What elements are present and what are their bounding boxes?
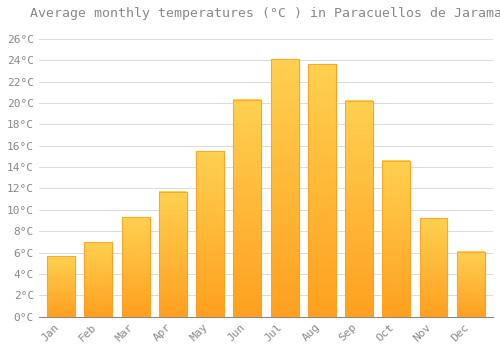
Bar <box>47 256 75 317</box>
Bar <box>270 59 298 317</box>
Bar <box>382 161 410 317</box>
Bar <box>234 100 262 317</box>
Bar <box>308 64 336 317</box>
Title: Average monthly temperatures (°C ) in Paracuellos de Jarama: Average monthly temperatures (°C ) in Pa… <box>30 7 500 20</box>
Bar <box>420 218 448 317</box>
Bar <box>84 242 112 317</box>
Bar <box>196 151 224 317</box>
Bar <box>122 217 150 317</box>
Bar <box>270 59 298 317</box>
Bar <box>84 242 112 317</box>
Bar <box>47 256 75 317</box>
Bar <box>196 151 224 317</box>
Bar <box>420 218 448 317</box>
Bar <box>345 101 373 317</box>
Bar <box>345 101 373 317</box>
Bar <box>159 192 187 317</box>
Bar <box>159 192 187 317</box>
Bar <box>457 252 484 317</box>
Bar <box>308 64 336 317</box>
Bar <box>457 252 484 317</box>
Bar <box>122 217 150 317</box>
Bar <box>234 100 262 317</box>
Bar <box>382 161 410 317</box>
